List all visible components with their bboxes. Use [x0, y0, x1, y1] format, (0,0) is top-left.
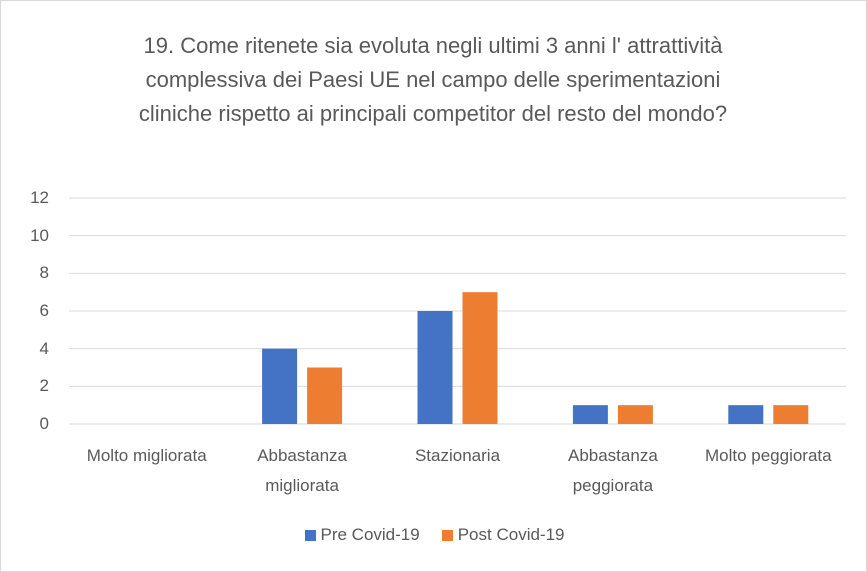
y-tick-label: 10 — [30, 225, 49, 245]
bar — [773, 405, 809, 424]
y-tick-label: 8 — [39, 263, 49, 283]
x-tick-label: Abbastanza migliorata — [257, 446, 347, 495]
legend-item: Post Covid-19 — [441, 525, 565, 545]
bar — [307, 367, 343, 424]
bar — [572, 405, 608, 424]
x-tick-label: Abbastanza peggiorata — [567, 446, 658, 495]
legend-swatch — [304, 529, 316, 541]
legend-label: Pre Covid-19 — [320, 525, 420, 544]
bar — [728, 405, 764, 424]
bar — [462, 292, 498, 424]
chart-title: 19. Come ritenete sia evoluta negli ulti… — [138, 33, 728, 126]
y-tick-label: 0 — [39, 414, 49, 433]
legend-label: Post Covid-19 — [457, 525, 565, 544]
legend-item: Pre Covid-19 — [304, 525, 420, 545]
y-tick-label: 12 — [30, 188, 49, 207]
legend: Pre Covid-19 Post Covid-19 — [1, 525, 866, 545]
bar — [417, 311, 453, 424]
x-tick-label: Stazionaria — [414, 446, 501, 465]
y-tick-label: 2 — [39, 376, 49, 396]
y-tick-label: 6 — [39, 301, 49, 320]
bar — [262, 348, 298, 424]
x-tick-label: Molto migliorata — [86, 446, 207, 465]
legend-swatch — [441, 529, 453, 541]
x-tick-label: Molto peggiorata — [704, 446, 832, 465]
y-tick-label: 4 — [39, 338, 49, 358]
bar — [617, 405, 653, 424]
